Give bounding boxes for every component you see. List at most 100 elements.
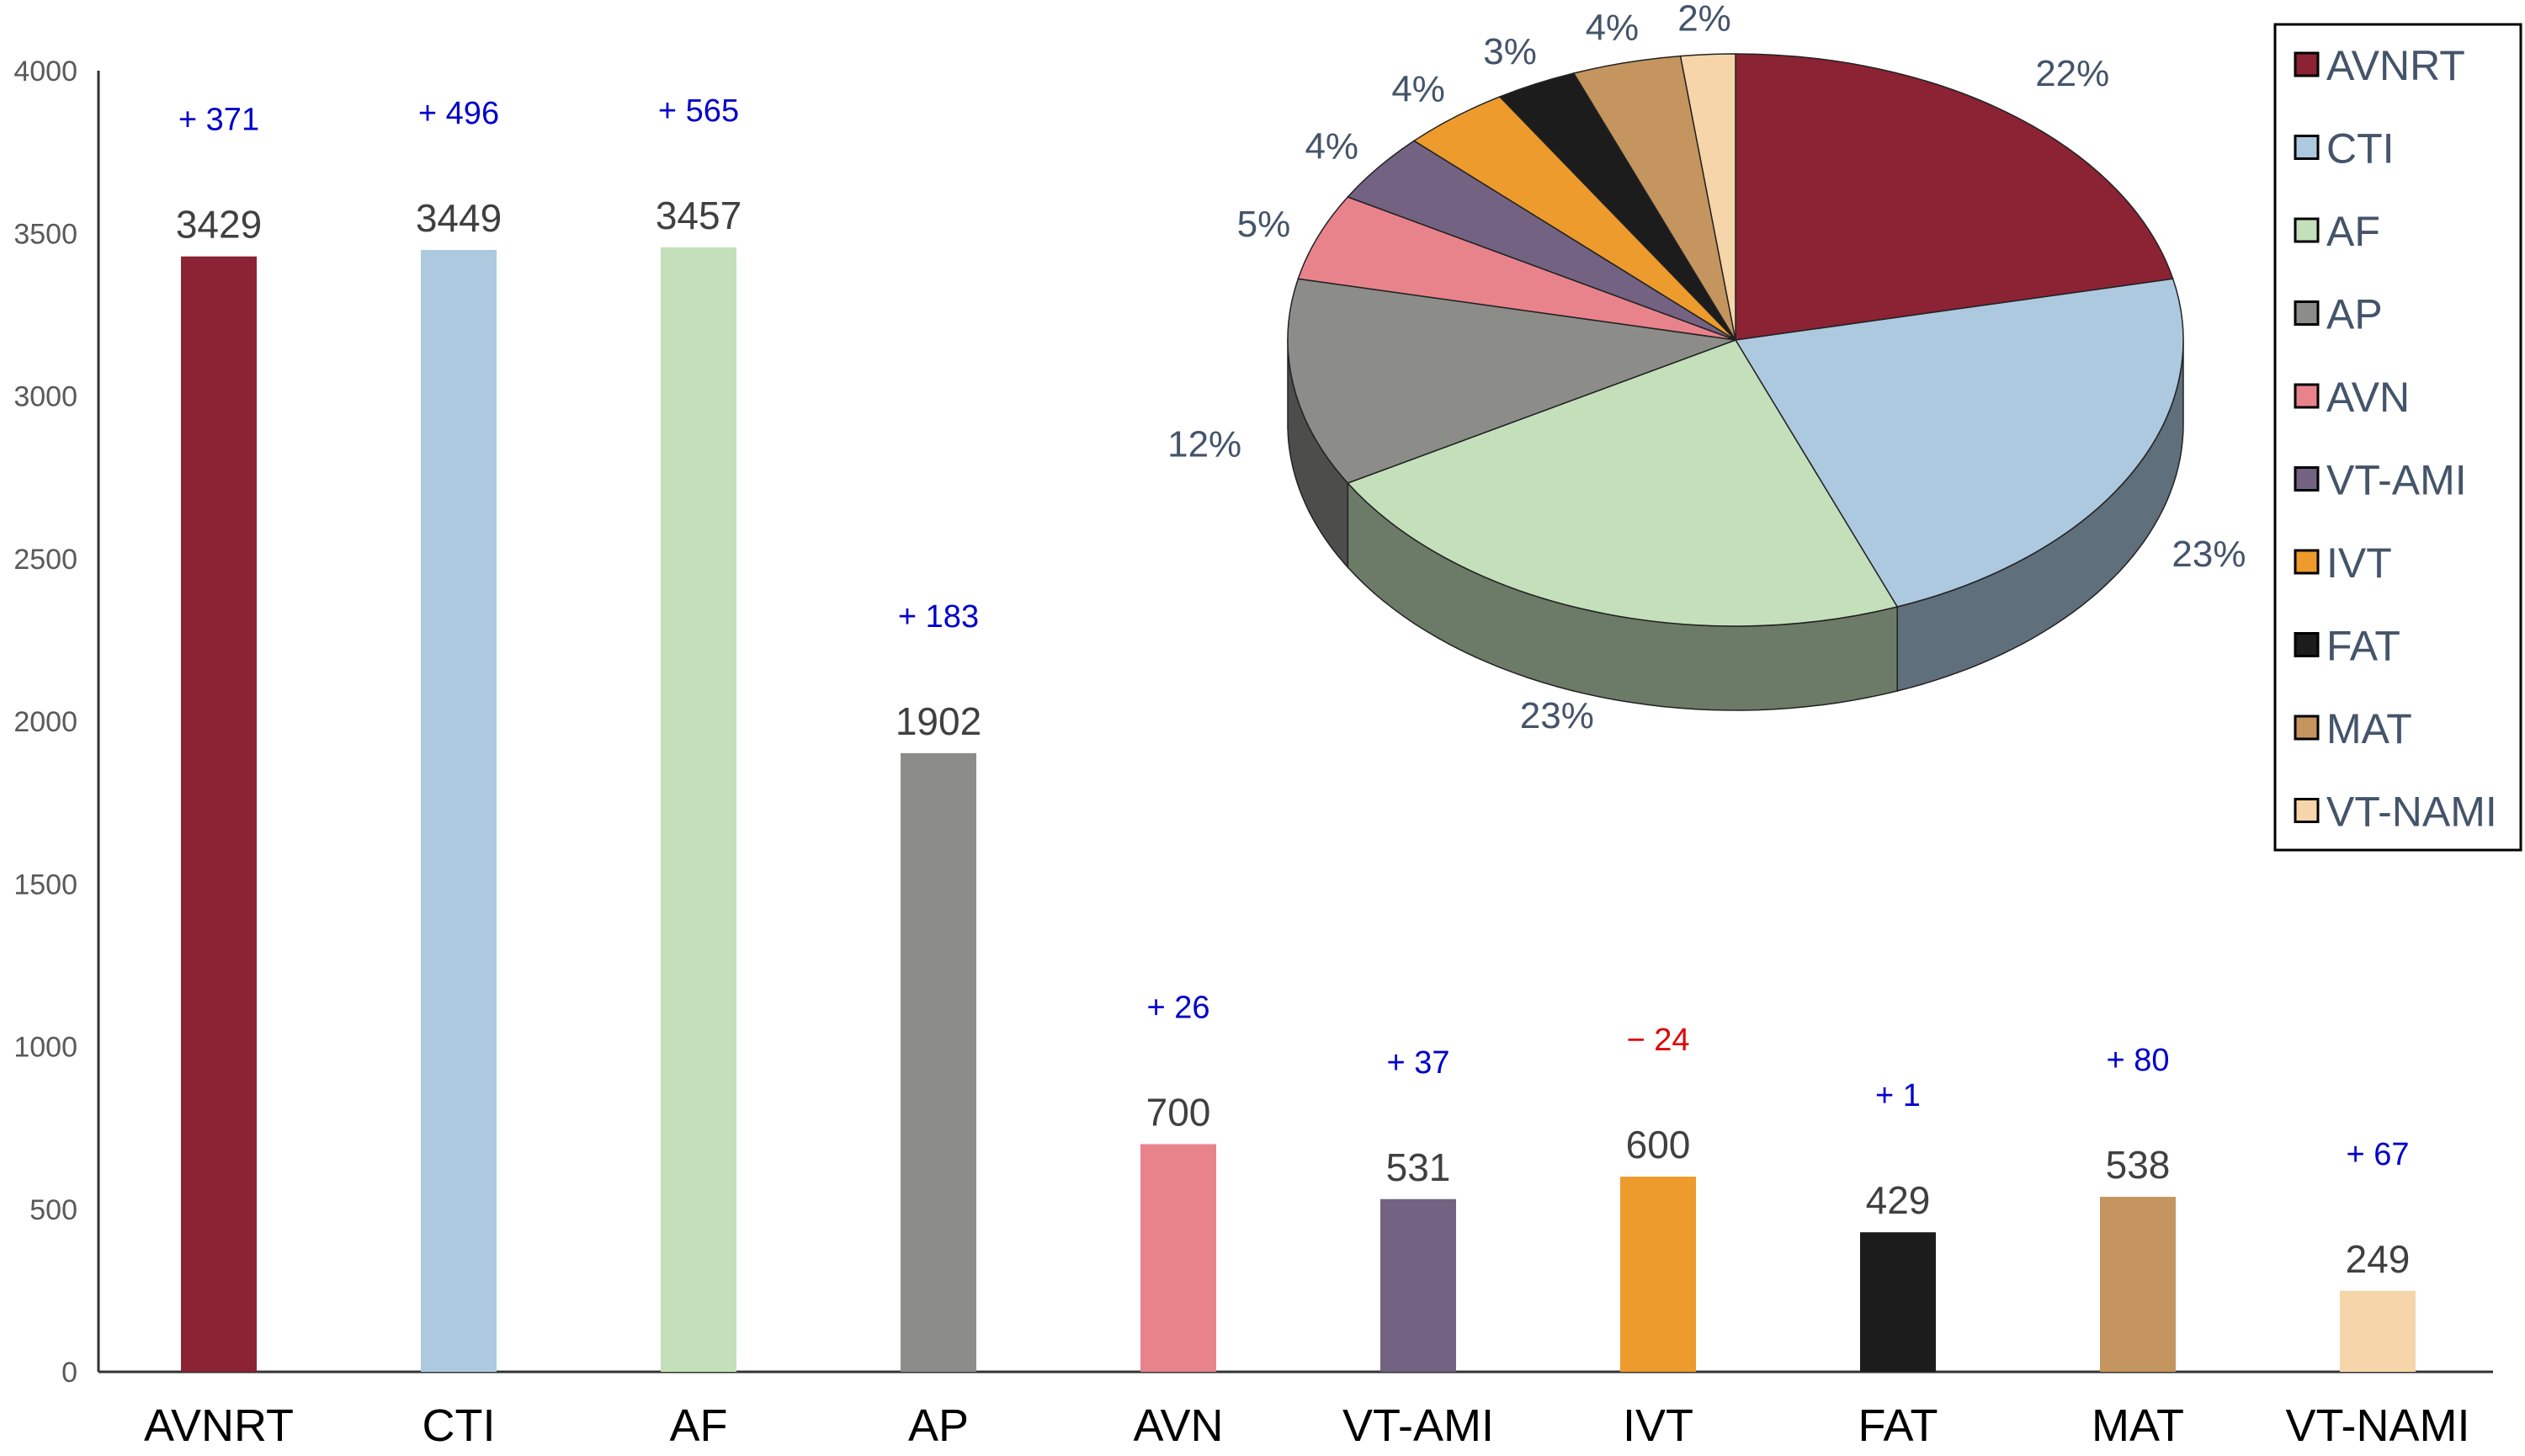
pie-percent-label: 23% (2172, 534, 2246, 575)
pie-slice-cti (1734, 278, 2184, 608)
change-label: + 496 (418, 96, 499, 131)
legend-item-af: AF (2294, 208, 2380, 255)
bar-mat (2100, 1197, 2176, 1372)
pie-percent-label: 3% (1483, 31, 1537, 72)
legend-label: AF (2326, 208, 2380, 255)
x-tick-label: VT-NAMI (2285, 1400, 2469, 1451)
x-tick-label: AP (908, 1400, 969, 1451)
pie-slice-af (1346, 339, 1899, 627)
change-label: + 80 (2106, 1043, 2169, 1078)
x-tick-label: AVNRT (144, 1400, 294, 1451)
y-tick-label: 3500 (13, 218, 77, 250)
pie-percent-label: 12% (1167, 424, 1241, 465)
legend-item-mat: MAT (2294, 705, 2412, 752)
legend-item-fat: FAT (2294, 623, 2400, 670)
legend-item-avn: AVN (2294, 374, 2410, 421)
legend-item-ap: AP (2294, 291, 2383, 338)
pie-percent-label: 4% (1391, 69, 1445, 110)
value-label: 3449 (416, 196, 502, 240)
y-tick-label: 500 (29, 1194, 77, 1226)
value-label: 249 (2346, 1237, 2411, 1281)
value-label: 3457 (656, 194, 742, 237)
x-tick-label: CTI (423, 1400, 496, 1451)
x-tick-label: IVT (1623, 1400, 1693, 1451)
x-tick-label: AVN (1133, 1400, 1223, 1451)
value-label: 600 (1626, 1123, 1691, 1166)
legend-item-cti: CTI (2294, 125, 2395, 173)
y-tick-label: 4000 (13, 56, 77, 88)
bar-ivt (1620, 1177, 1696, 1372)
legend-label: CTI (2326, 125, 2395, 173)
legend: AVNRT CTI AF AP AVN VT-AMI IVT FAT MAT VT-NAMI (2273, 23, 2522, 852)
legend-swatch (2294, 632, 2320, 657)
legend-swatch (2294, 217, 2320, 243)
legend-label: MAT (2326, 705, 2412, 752)
bar-fat (1860, 1232, 1936, 1372)
change-label: + 26 (1146, 990, 1209, 1025)
pie-percent-label: 23% (1520, 695, 1594, 736)
value-label: 531 (1386, 1145, 1451, 1189)
change-label: + 183 (898, 599, 979, 635)
x-tick-label: FAT (1858, 1400, 1938, 1451)
legend-swatch (2294, 135, 2320, 160)
pie-slice-avn (1297, 196, 1736, 341)
pie-percent-label: 22% (2035, 53, 2109, 94)
legend-swatch (2294, 466, 2320, 492)
legend-label: VT-AMI (2326, 457, 2467, 504)
change-label: + 371 (178, 103, 259, 138)
x-tick-label: VT-AMI (1342, 1400, 1494, 1451)
legend-swatch (2294, 549, 2320, 575)
y-tick-label: 1000 (13, 1032, 77, 1064)
legend-box (2273, 23, 2522, 852)
y-tick-label: 2000 (13, 706, 77, 738)
bar-vt-nami (2340, 1290, 2416, 1372)
y-tick-label: 1500 (13, 869, 77, 901)
pie-chart: 22% 23% 23% 12% 5% 4% 4% 3% 4% 2% (1167, 0, 2246, 736)
value-label: 3429 (176, 203, 262, 247)
x-tick-label: MAT (2092, 1400, 2184, 1451)
change-label: + 565 (658, 93, 739, 129)
legend-swatch (2294, 798, 2320, 823)
y-tick-label: 0 (61, 1357, 77, 1389)
legend-swatch (2294, 300, 2320, 326)
y-tick-label: 3000 (13, 381, 77, 413)
bar-af (661, 247, 736, 1372)
legend-item-ivt: IVT (2294, 539, 2392, 587)
pie-percent-label: 5% (1237, 204, 1291, 245)
pie-slice-ap (1287, 278, 1736, 484)
legend-label: AP (2326, 291, 2383, 338)
bar-avn (1140, 1144, 1216, 1372)
x-tick-label: AF (669, 1400, 727, 1451)
legend-item-vt-ami: VT-AMI (2294, 457, 2467, 504)
bar-ap (901, 752, 976, 1372)
bar-cti (421, 249, 497, 1373)
value-label: 700 (1146, 1090, 1211, 1134)
bar-avnrt (181, 256, 257, 1372)
pie-percent-label: 2% (1677, 0, 1731, 40)
legend-swatch (2294, 715, 2320, 741)
legend-label: AVNRT (2326, 42, 2465, 89)
legend-swatch (2294, 51, 2320, 77)
legend-item-vt-nami: VT-NAMI (2294, 789, 2497, 836)
y-tick-label: 2500 (13, 544, 77, 576)
legend-item-avnrt: AVNRT (2294, 42, 2465, 89)
change-label: + 67 (2346, 1137, 2409, 1172)
change-label: − 24 (1626, 1023, 1689, 1058)
value-label: 538 (2106, 1143, 2171, 1187)
value-label: 429 (1866, 1178, 1931, 1222)
bar-vt-ami (1380, 1198, 1456, 1372)
bar-chart: 0 500 1000 1500 2000 2500 3000 3500 4000 3429 + 37… (13, 56, 2493, 1451)
legend-label: VT-NAMI (2326, 789, 2497, 836)
pie-percent-label: 4% (1586, 7, 1640, 48)
pie-percent-label: 4% (1305, 125, 1358, 167)
pie-slice-vt-nami (1679, 53, 1736, 341)
legend-label: IVT (2326, 539, 2392, 587)
legend-label: FAT (2326, 623, 2400, 670)
legend-swatch (2294, 383, 2320, 409)
change-label: + 37 (1386, 1045, 1449, 1081)
value-label: 1902 (896, 699, 981, 743)
pie-slice-avnrt (1735, 53, 2174, 341)
change-label: + 1 (1875, 1078, 1921, 1113)
legend-label: AVN (2326, 374, 2410, 421)
